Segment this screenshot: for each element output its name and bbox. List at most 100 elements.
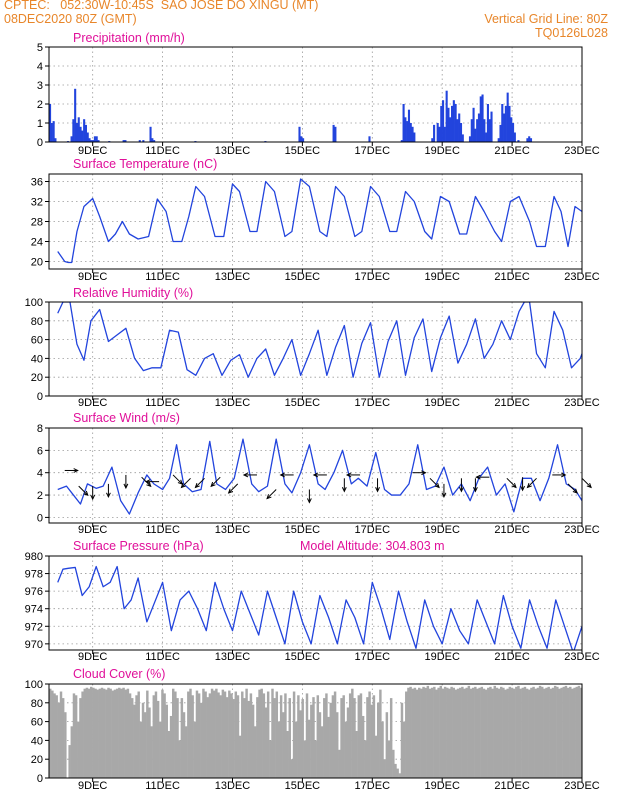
bar [465, 687, 468, 778]
wind-arrow [506, 477, 517, 488]
bar [102, 688, 106, 778]
x-tick-label: 19DEC [424, 145, 460, 157]
bar [413, 687, 417, 778]
x-tick-label: 21DEC [494, 780, 530, 792]
bar [83, 119, 86, 142]
bar [517, 685, 520, 778]
bar [445, 90, 448, 142]
bar [469, 688, 473, 778]
bar [504, 689, 507, 778]
x-tick-label: 15DEC [285, 524, 321, 536]
bar [461, 686, 464, 778]
bar [290, 759, 294, 778]
bar [379, 689, 382, 778]
x-tick-label: 23DEC [564, 271, 600, 283]
wind-arrow-head [520, 485, 525, 492]
wind-arrow-head [83, 490, 89, 497]
bar [400, 702, 404, 778]
wind-arrow-head [144, 479, 151, 485]
header-init-time: 08DEC2020 80Z (GMT) [4, 12, 137, 26]
bar [51, 690, 54, 778]
bar [128, 693, 132, 778]
bar [75, 123, 79, 142]
wind-arrow-head [106, 492, 111, 499]
bar [256, 697, 259, 778]
bar [428, 688, 432, 778]
bar [98, 688, 102, 778]
x-tick-label: 13DEC [215, 397, 251, 409]
y-tick-label: 5 [37, 42, 43, 54]
bar [459, 687, 462, 778]
bar [189, 688, 192, 778]
x-tick-label: 19DEC [424, 651, 460, 663]
bar [573, 687, 576, 778]
bar [411, 126, 414, 142]
bar [64, 712, 67, 778]
bar [142, 140, 145, 142]
x-tick-label: 15DEC [285, 145, 321, 157]
bar [577, 685, 581, 778]
bar [506, 688, 509, 778]
bar [437, 687, 440, 778]
bar [225, 697, 229, 778]
bar [406, 121, 409, 142]
bar [528, 689, 531, 778]
bar [131, 698, 134, 778]
bar [470, 119, 473, 142]
bar [407, 109, 411, 142]
bar [323, 698, 326, 778]
y-tick-label: 972 [25, 621, 43, 633]
x-tick-label: 23DEC [564, 780, 600, 792]
wind-arrow-head [421, 470, 427, 476]
x-tick-label: 13DEC [215, 145, 251, 157]
bar [54, 138, 57, 142]
bar [517, 140, 520, 142]
bar [141, 702, 145, 778]
bar [543, 688, 546, 778]
bar [133, 704, 136, 778]
bar [482, 688, 486, 778]
bar [113, 689, 117, 778]
bar [523, 686, 527, 778]
bar [298, 126, 301, 142]
bar [286, 731, 289, 778]
x-tick-label: 11DEC [145, 780, 180, 792]
y-tick-label: 1 [37, 118, 43, 130]
bar [461, 134, 464, 142]
series-line [57, 565, 582, 650]
y-tick-label: 4 [37, 61, 43, 73]
bar [169, 715, 173, 778]
bar [204, 691, 207, 778]
x-tick-label: 19DEC [424, 780, 460, 792]
bar [575, 686, 578, 778]
bar [200, 702, 203, 778]
bar [53, 693, 56, 778]
bar [377, 702, 380, 778]
x-tick-label: 17DEC [355, 780, 391, 792]
bar [122, 140, 125, 142]
y-tick-label: 24 [31, 237, 43, 249]
bar [477, 113, 481, 142]
bar [436, 123, 439, 142]
x-tick-label: 17DEC [355, 145, 391, 157]
y-tick-label: 974 [25, 604, 43, 616]
wind-arrow-head [123, 483, 129, 490]
bar [374, 735, 378, 778]
panel-2: 20 24 28 32 36 9DEC 11DEC 13DEC 15DEC 17DEC 19DEC 2… [31, 157, 600, 283]
bar [512, 688, 516, 778]
bar [150, 726, 153, 778]
x-tick-label: 23DEC [564, 397, 600, 409]
x-tick-label: 9DEC [78, 145, 107, 157]
wind-arrow-head [90, 494, 96, 501]
bar [532, 686, 535, 778]
wind-arrow-head [242, 472, 249, 478]
bar [512, 123, 515, 142]
bar [359, 693, 363, 778]
bar [152, 695, 156, 778]
bar [372, 695, 376, 778]
x-tick-label: 17DEC [355, 651, 391, 663]
bar [275, 691, 279, 778]
bar [435, 689, 438, 778]
x-tick-label: 15DEC [285, 651, 321, 663]
bar [366, 697, 369, 778]
